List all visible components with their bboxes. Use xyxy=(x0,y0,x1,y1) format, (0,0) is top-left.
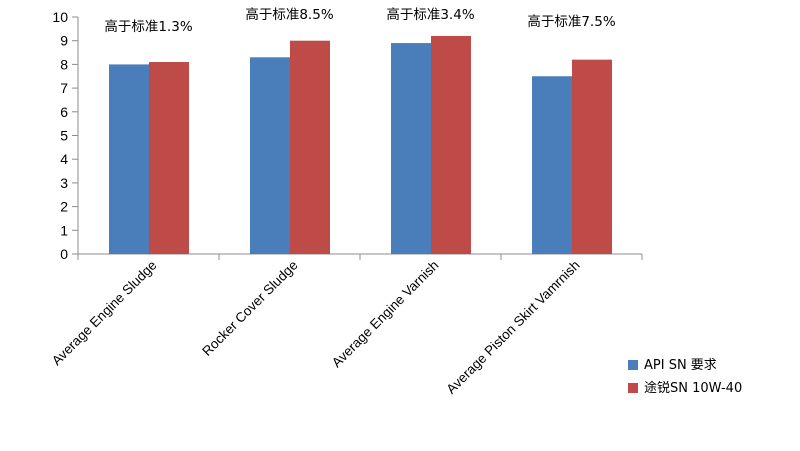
bars xyxy=(109,35,612,255)
y-tick-label: 2 xyxy=(60,199,68,215)
y-tick-label: 4 xyxy=(60,151,68,167)
annotation-label: 高于标准7.5% xyxy=(527,13,615,30)
bar-series-1 xyxy=(391,43,431,254)
y-tick-label: 1 xyxy=(60,222,68,238)
x-category-label: Average Engine Sludge xyxy=(49,258,160,369)
annotations: 高于标准1.3% 高于标准8.5% 高于标准3.4% 高于标准7.5% xyxy=(104,6,615,35)
legend-swatch xyxy=(628,383,638,393)
y-tick-label: 5 xyxy=(60,128,68,144)
y-tick-label: 7 xyxy=(60,80,68,96)
annotation-label: 高于标准8.5% xyxy=(245,6,333,23)
x-category-label: Average Piston Skirt Vamrnish xyxy=(443,258,582,397)
y-tick-label: 6 xyxy=(60,104,68,120)
legend-label: API SN 要求 xyxy=(644,358,717,373)
y-tick-label: 0 xyxy=(60,246,68,262)
bar-series-1 xyxy=(532,76,572,254)
x-category-label: Average Engine Varnish xyxy=(329,258,442,371)
y-axis: 0 1 2 3 4 5 6 7 8 9 10 xyxy=(52,9,79,262)
bar-series-2 xyxy=(572,59,612,254)
legend-label: 途锐SN 10W-40 xyxy=(644,380,742,396)
annotation-label: 高于标准3.4% xyxy=(386,6,474,23)
x-category-label: Rocker Cover Sludge xyxy=(199,258,300,359)
y-tick-label: 9 xyxy=(60,33,68,49)
y-tick-label: 10 xyxy=(52,9,68,25)
bar-series-1 xyxy=(250,57,290,254)
bar-series-1 xyxy=(109,64,149,255)
y-tick-label: 3 xyxy=(60,175,68,191)
legend-swatch xyxy=(628,360,638,370)
bar-series-2 xyxy=(431,35,471,255)
y-tick-label: 8 xyxy=(60,56,68,72)
x-axis xyxy=(77,253,643,260)
annotation-label: 高于标准1.3% xyxy=(104,18,192,35)
bar-series-2 xyxy=(290,40,330,255)
category-labels: Average Engine Sludge Rocker Cover Sludge… xyxy=(49,258,583,397)
bar-series-2 xyxy=(149,62,189,254)
